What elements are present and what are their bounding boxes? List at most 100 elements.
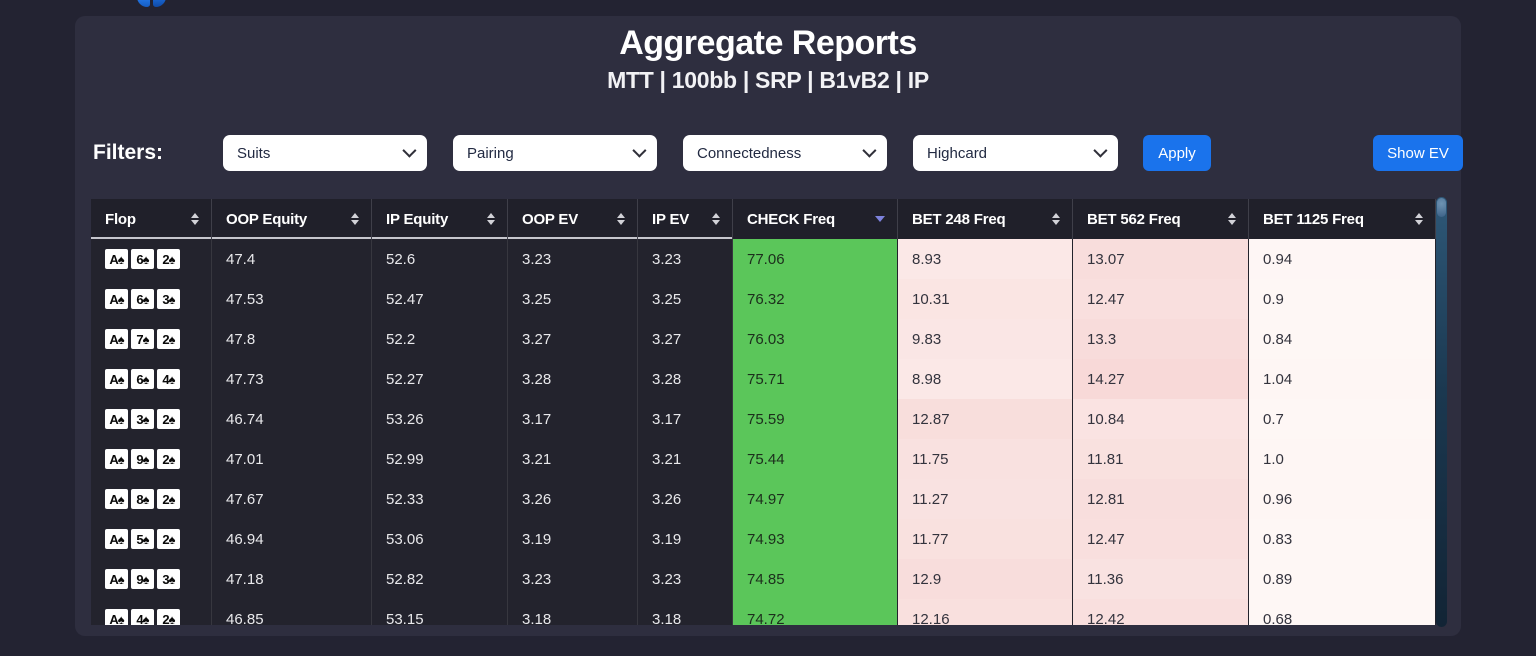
cell-flop: A♠ 6♠ 4♠ (91, 359, 212, 399)
logo-right-wing-icon (153, 0, 166, 7)
cell-ip-ev: 3.17 (638, 399, 733, 439)
cell-check-freq: 75.59 (733, 399, 898, 439)
column-header-label: IP Equity (386, 210, 449, 228)
card-chip: 2♠ (157, 609, 180, 625)
cell-ip-ev: 3.23 (638, 239, 733, 279)
column-header-label: CHECK Freq (747, 210, 836, 228)
cell-ip-equity: 52.2 (372, 319, 508, 359)
cell-ip-equity: 52.6 (372, 239, 508, 279)
sort-toggle-icon[interactable] (712, 213, 720, 225)
cell-bet-248-freq: 12.87 (898, 399, 1073, 439)
aggregate-report-table: Flop OOP Equity IP Equity OOP EV IP EV CHECK … (91, 199, 1436, 625)
sort-toggle-icon[interactable] (191, 213, 199, 225)
column-header-bet-562-freq[interactable]: BET 562 Freq (1073, 199, 1249, 239)
table-row[interactable]: A♠ 3♠ 2♠ 46.74 53.26 3.17 3.17 75.59 12.87 10.84 0… (91, 399, 1436, 439)
dropdown-selected-label: Pairing (467, 144, 514, 162)
table-row[interactable]: A♠ 6♠ 3♠ 47.53 52.47 3.25 3.25 76.32 10.31 12.47 0… (91, 279, 1436, 319)
sort-toggle-icon[interactable] (617, 213, 625, 225)
cell-ip-equity: 52.99 (372, 439, 508, 479)
card-chip: 2♠ (157, 449, 180, 469)
cell-flop: A♠ 8♠ 2♠ (91, 479, 212, 519)
cell-flop: A♠ 9♠ 2♠ (91, 439, 212, 479)
cell-bet-562-freq: 11.36 (1073, 559, 1249, 599)
card-chip: 2♠ (157, 249, 180, 269)
card-chip: 3♠ (157, 569, 180, 589)
column-header-bet-1125-freq[interactable]: BET 1125 Freq (1249, 199, 1436, 239)
table-scrollbar[interactable] (1436, 197, 1447, 627)
column-header-oop-ev[interactable]: OOP EV (508, 199, 638, 239)
cell-ip-equity: 53.06 (372, 519, 508, 559)
cell-ip-equity: 52.82 (372, 559, 508, 599)
cell-bet-1125-freq: 0.84 (1249, 319, 1436, 359)
column-header-label: OOP EV (522, 210, 579, 228)
column-header-oop-equity[interactable]: OOP Equity (212, 199, 372, 239)
column-header-label: BET 248 Freq (912, 210, 1006, 228)
show-ev-button[interactable]: Show EV (1373, 135, 1463, 171)
card-chip: 5♠ (131, 529, 154, 549)
card-chip: A♠ (105, 409, 128, 429)
cell-oop-equity: 47.18 (212, 559, 372, 599)
sort-toggle-icon[interactable] (1415, 213, 1423, 225)
cell-bet-1125-freq: 0.94 (1249, 239, 1436, 279)
cell-check-freq: 74.72 (733, 599, 898, 625)
highcard-filter-dropdown[interactable]: Highcard (913, 135, 1118, 171)
table-row[interactable]: A♠ 5♠ 2♠ 46.94 53.06 3.19 3.19 74.93 11.77 12.47 0… (91, 519, 1436, 559)
table-row[interactable]: A♠ 9♠ 2♠ 47.01 52.99 3.21 3.21 75.44 11.75 11.81 1… (91, 439, 1436, 479)
column-header-bet-248-freq[interactable]: BET 248 Freq (898, 199, 1073, 239)
card-chip: 3♠ (157, 289, 180, 309)
column-header-flop[interactable]: Flop (91, 199, 212, 239)
column-header-ip-ev[interactable]: IP EV (638, 199, 733, 239)
cell-bet-248-freq: 12.9 (898, 559, 1073, 599)
dropdown-selected-label: Connectedness (697, 144, 802, 162)
cell-ip-equity: 53.15 (372, 599, 508, 625)
table-row[interactable]: A♠ 8♠ 2♠ 47.67 52.33 3.26 3.26 74.97 11.27 12.81 0… (91, 479, 1436, 519)
cell-oop-ev: 3.28 (508, 359, 638, 399)
card-chip: A♠ (105, 449, 128, 469)
cell-bet-248-freq: 11.27 (898, 479, 1073, 519)
page-title: Aggregate Reports (619, 24, 917, 62)
cell-oop-equity: 47.4 (212, 239, 372, 279)
cell-bet-562-freq: 12.47 (1073, 519, 1249, 559)
card-chip: 4♠ (157, 369, 180, 389)
aggregate-reports-panel: Aggregate Reports MTT | 100bb | SRP | B1… (75, 16, 1463, 636)
column-header-check-freq[interactable]: CHECK Freq (733, 199, 898, 239)
cell-bet-248-freq: 8.93 (898, 239, 1073, 279)
report-config-subtitle: MTT | 100bb | SRP | B1vB2 | IP (607, 67, 929, 93)
cell-bet-562-freq: 12.81 (1073, 479, 1249, 519)
card-chip: A♠ (105, 369, 128, 389)
chevron-down-icon (862, 143, 877, 158)
card-chip: A♠ (105, 609, 128, 625)
sort-toggle-icon[interactable] (1052, 213, 1060, 225)
column-header-ip-equity[interactable]: IP Equity (372, 199, 508, 239)
card-chip: 2♠ (157, 529, 180, 549)
scrollbar-thumb[interactable] (1437, 198, 1446, 217)
sort-toggle-icon[interactable] (487, 213, 495, 225)
card-chip: 2♠ (157, 489, 180, 509)
suits-filter-dropdown[interactable]: Suits (223, 135, 427, 171)
cell-oop-ev: 3.27 (508, 319, 638, 359)
table-header-row: Flop OOP Equity IP Equity OOP EV IP EV CHECK … (91, 199, 1436, 239)
cell-ip-ev: 3.26 (638, 479, 733, 519)
sort-desc-icon[interactable] (875, 216, 885, 222)
cell-ip-ev: 3.18 (638, 599, 733, 625)
connectedness-filter-dropdown[interactable]: Connectedness (683, 135, 887, 171)
sort-toggle-icon[interactable] (1228, 213, 1236, 225)
table-row[interactable]: A♠ 6♠ 2♠ 47.4 52.6 3.23 3.23 77.06 8.93 13.07 0.94 (91, 239, 1436, 279)
cell-oop-ev: 3.19 (508, 519, 638, 559)
cell-bet-562-freq: 14.27 (1073, 359, 1249, 399)
cell-bet-1125-freq: 0.68 (1249, 599, 1436, 625)
table-row[interactable]: A♠ 6♠ 4♠ 47.73 52.27 3.28 3.28 75.71 8.98 14.27 1.… (91, 359, 1436, 399)
app-logo-icon[interactable] (137, 0, 166, 7)
table-row[interactable]: A♠ 9♠ 3♠ 47.18 52.82 3.23 3.23 74.85 12.9 11.36 0.… (91, 559, 1436, 599)
table-row[interactable]: A♠ 7♠ 2♠ 47.8 52.2 3.27 3.27 76.03 9.83 13.3 0.84 (91, 319, 1436, 359)
cell-bet-1125-freq: 0.9 (1249, 279, 1436, 319)
column-header-label: Flop (105, 210, 136, 228)
cell-bet-1125-freq: 0.7 (1249, 399, 1436, 439)
column-header-label: BET 1125 Freq (1263, 210, 1364, 228)
sort-toggle-icon[interactable] (351, 213, 359, 225)
pairing-filter-dropdown[interactable]: Pairing (453, 135, 657, 171)
apply-button[interactable]: Apply (1143, 135, 1211, 171)
table-row[interactable]: A♠ 4♠ 2♠ 46.85 53.15 3.18 3.18 74.72 12.16 12.42 0… (91, 599, 1436, 625)
cell-ip-equity: 52.47 (372, 279, 508, 319)
